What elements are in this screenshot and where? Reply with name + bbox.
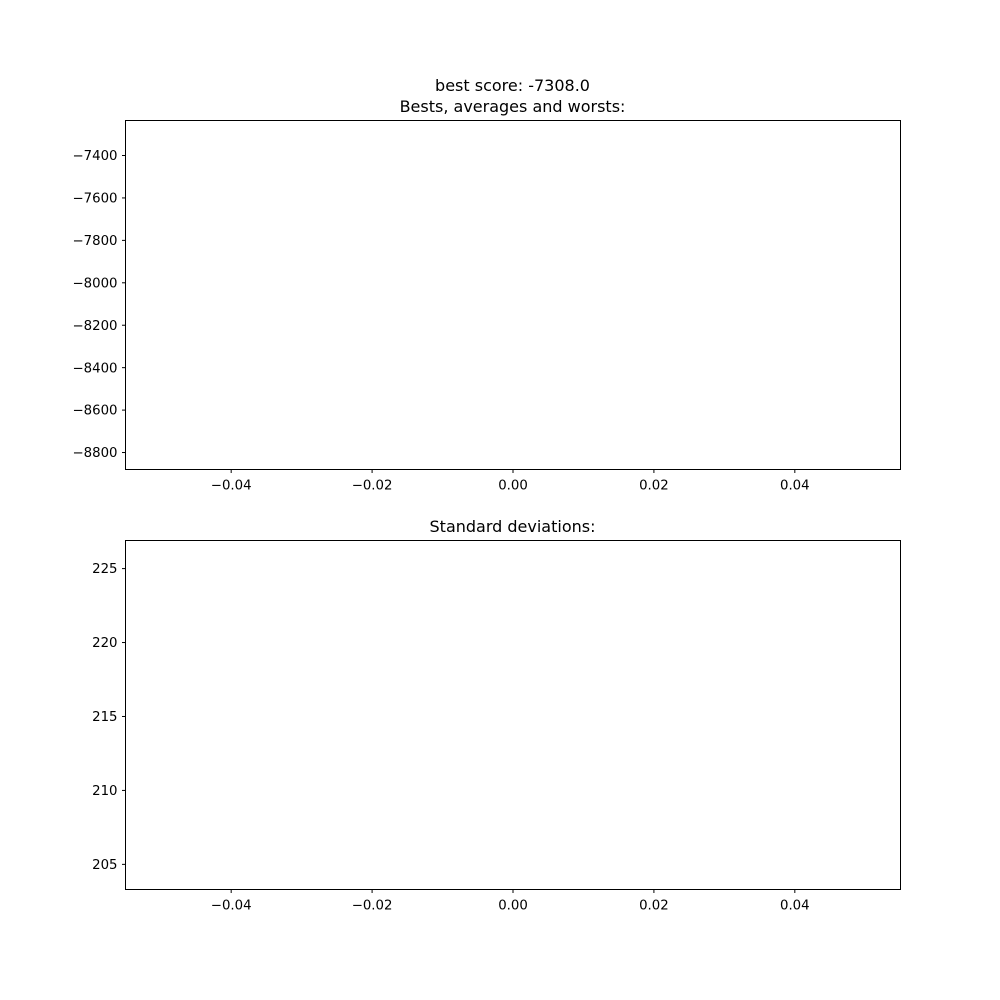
scores-x-tick-label: −0.04	[211, 479, 252, 494]
scores-x-tick-label: −0.02	[352, 479, 393, 494]
std-dev-y-tick-label: 205	[92, 858, 117, 873]
std-dev-x-tick-label: −0.02	[352, 899, 393, 914]
scores-title-line-2: Bests, averages and worsts:	[400, 97, 626, 116]
std-dev-y-tick-label: 215	[92, 710, 117, 725]
scores-y-tick-label: −8600	[73, 404, 118, 419]
scores-y-tick-label: −8000	[73, 276, 118, 291]
scores-y-tick-label: −7600	[73, 192, 118, 207]
std-dev-x-tick-label: 0.04	[780, 899, 810, 914]
std-dev-x-axis: −0.04 −0.02 0.00 0.02 0.04	[211, 889, 810, 914]
std-dev-x-tick-label: 0.02	[639, 899, 669, 914]
std-dev-x-tick-label: −0.04	[211, 899, 252, 914]
std-dev-subplot: Standard deviations: −0.04 −0.02 0.00 0.02 0…	[92, 517, 901, 914]
scores-x-axis: −0.04 −0.02 0.00 0.02 0.04	[211, 469, 810, 494]
scores-x-tick-label: 0.00	[498, 479, 528, 494]
std-dev-x-tick-label: 0.00	[498, 899, 528, 914]
std-dev-y-tick-label: 220	[92, 636, 117, 651]
scores-x-tick-label: 0.02	[639, 479, 669, 494]
std-dev-title: Standard deviations:	[430, 517, 596, 536]
std-dev-y-tick-label: 225	[92, 562, 117, 577]
scores-subplot: best score: -7308.0 Bests, averages and …	[73, 76, 901, 494]
scores-title-line-1: best score: -7308.0	[435, 76, 590, 95]
scores-y-tick-label: −8200	[73, 319, 118, 334]
scores-y-tick-label: −8400	[73, 361, 118, 376]
scores-y-axis: −7400 −7600 −7800 −8000 −8200 −8400 −8600 −8800	[73, 149, 126, 461]
std-dev-y-axis: 225 220 215 210 205	[92, 562, 126, 873]
scores-y-tick-label: −7800	[73, 234, 118, 249]
scores-y-tick-label: −7400	[73, 149, 118, 164]
scores-x-tick-label: 0.04	[780, 479, 810, 494]
scores-y-tick-label: −8800	[73, 446, 118, 461]
std-dev-y-tick-label: 210	[92, 784, 117, 799]
